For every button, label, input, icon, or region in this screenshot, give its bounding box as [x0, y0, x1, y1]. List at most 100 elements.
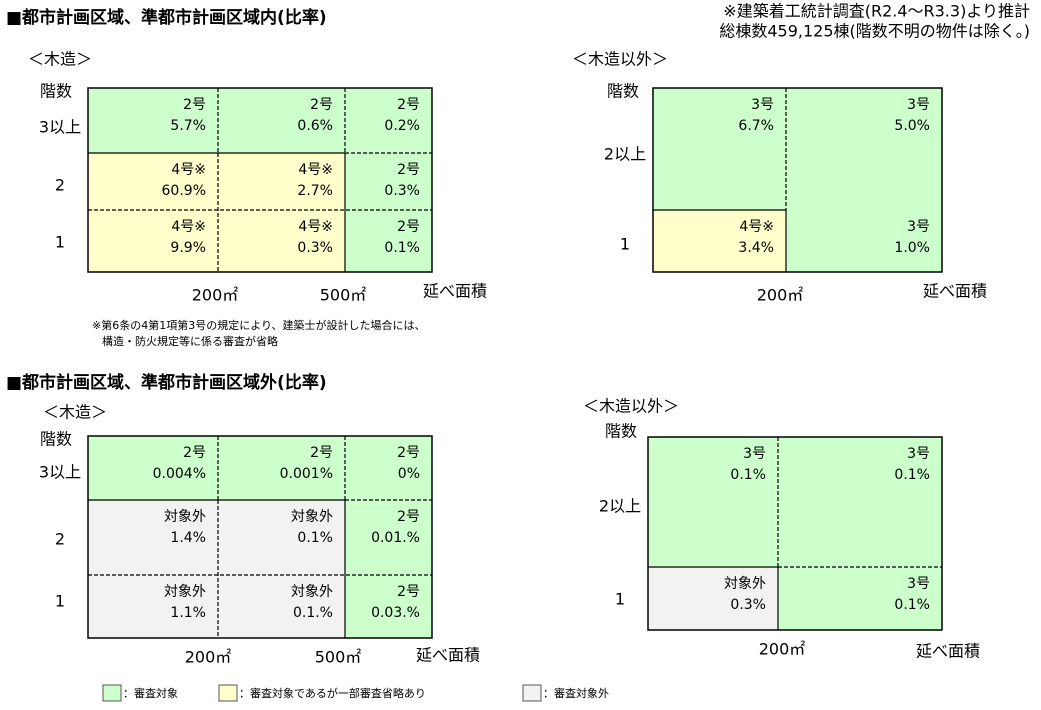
- cell-code: 4号※: [171, 162, 206, 178]
- cell-code: 対象外: [164, 584, 206, 600]
- section-title: ■都市計画区域、準都市計画区域内(比率): [6, 7, 327, 28]
- x-label: 200㎡: [759, 640, 806, 659]
- legend-swatch: [218, 684, 238, 702]
- cell-ratio: 0.6%: [297, 118, 333, 134]
- cell-code: 3号: [907, 97, 930, 113]
- cell-ratio: 0.3%: [297, 240, 333, 256]
- cell-ratio: 0.03.%: [371, 605, 420, 621]
- cell: [345, 575, 432, 638]
- cell-code: 2号: [397, 445, 420, 461]
- cell-code: 4号※: [171, 219, 206, 235]
- y-axis-label: 階数: [40, 82, 72, 101]
- cell: [778, 567, 942, 630]
- cell-code: 2号: [310, 445, 333, 461]
- row-label: 1: [55, 592, 65, 611]
- cell-code: 4号※: [298, 219, 333, 235]
- legend-label: ：審査対象外: [543, 686, 609, 700]
- cell-ratio: 0.1%: [297, 530, 333, 546]
- cell: [88, 88, 218, 153]
- row-label: 2: [55, 176, 65, 195]
- cell-ratio: 3.4%: [738, 240, 774, 256]
- cell-ratio: 9.9%: [170, 240, 206, 256]
- cell-ratio: 0.01.%: [371, 530, 420, 546]
- cell: [648, 567, 778, 630]
- frame: [87, 87, 433, 273]
- row-label: 1: [55, 233, 65, 252]
- cell: [345, 210, 432, 272]
- frame: [87, 435, 433, 639]
- cell: [218, 210, 345, 272]
- cell-code: 対象外: [291, 509, 333, 525]
- x-axis-label: 延べ面積: [916, 642, 980, 661]
- x-label: 200㎡: [192, 286, 239, 305]
- cell-ratio: 0.1%: [730, 467, 766, 483]
- panel-label: ＜木造＞: [43, 403, 107, 422]
- cell-code: 対象外: [164, 509, 206, 525]
- x-label: 500㎡: [320, 286, 367, 305]
- row-label: 2以上: [599, 497, 641, 516]
- x-label: 500㎡: [315, 648, 362, 667]
- cell: [786, 88, 942, 210]
- legend-label: ：審査対象であるが一部審査省略あり: [239, 686, 426, 700]
- row-label: 1: [620, 235, 630, 254]
- cell: [345, 153, 432, 210]
- cell: [218, 153, 345, 210]
- note: 総棟数459,125棟(階数不明の物件は除く。): [719, 22, 1030, 41]
- cell-code: 対象外: [291, 584, 333, 600]
- row-label: 3以上: [39, 463, 81, 482]
- cell-code: 2号: [397, 509, 420, 525]
- cell: [218, 436, 345, 500]
- cell: [778, 437, 942, 567]
- cell-code: 3号: [751, 97, 774, 113]
- cell: [88, 436, 218, 500]
- cell-ratio: 0.3%: [384, 183, 420, 199]
- cell-code: 3号: [907, 446, 930, 462]
- cell-ratio: 0.1%: [894, 597, 930, 613]
- cell: [786, 210, 942, 272]
- cell: [218, 575, 345, 638]
- frame: [647, 436, 943, 631]
- legend-swatch: [522, 684, 542, 702]
- cell-ratio: 1.0%: [894, 240, 930, 256]
- cell-code: 3号: [907, 576, 930, 592]
- cell-code: 2号: [183, 445, 206, 461]
- cell-code: 3号: [743, 446, 766, 462]
- cell-ratio: 0.1%: [384, 240, 420, 256]
- cell-ratio: 0.004%: [153, 466, 206, 482]
- y-axis-label: 階数: [607, 82, 639, 101]
- row-label: 2: [55, 530, 65, 549]
- row-label: 2以上: [604, 145, 646, 164]
- cell: [218, 500, 345, 575]
- panel-label: ＜木造＞: [28, 50, 92, 69]
- panel-label: ＜木造以外＞: [583, 397, 679, 416]
- cell-ratio: 60.9%: [162, 183, 206, 199]
- footnote: ※第6条の4第1項第3号の規定により、建築士が設計した場合には、: [92, 318, 426, 332]
- cell: [88, 500, 218, 575]
- section-title: ■都市計画区域、準都市計画区域外(比率): [6, 372, 327, 393]
- cell-ratio: 1.1%: [170, 605, 206, 621]
- cell-code: 4号※: [298, 162, 333, 178]
- cell-code: 3号: [907, 219, 930, 235]
- x-label: 200㎡: [185, 648, 232, 667]
- cell: [648, 437, 778, 567]
- cell-ratio: 5.0%: [894, 118, 930, 134]
- cell-ratio: 5.7%: [170, 118, 206, 134]
- row-label: 1: [615, 590, 625, 609]
- cell-ratio: 0.001%: [280, 466, 333, 482]
- y-axis-label: 階数: [605, 422, 637, 441]
- cell-ratio: 0.1.%: [293, 605, 333, 621]
- cell: [218, 88, 345, 153]
- cell: [345, 500, 432, 575]
- cell: [345, 88, 432, 153]
- cell-code: 2号: [397, 162, 420, 178]
- cell-code: 2号: [397, 584, 420, 600]
- cell-ratio: 1.4%: [170, 530, 206, 546]
- cell-code: 2号: [397, 219, 420, 235]
- cell-ratio: 6.7%: [738, 118, 774, 134]
- footnote: 構造・防火規定等に係る審査が省略: [102, 334, 278, 348]
- cell: [345, 436, 432, 500]
- cell-ratio: 2.7%: [297, 183, 333, 199]
- cell-code: 4号※: [739, 219, 774, 235]
- cell-ratio: 0.2%: [384, 118, 420, 134]
